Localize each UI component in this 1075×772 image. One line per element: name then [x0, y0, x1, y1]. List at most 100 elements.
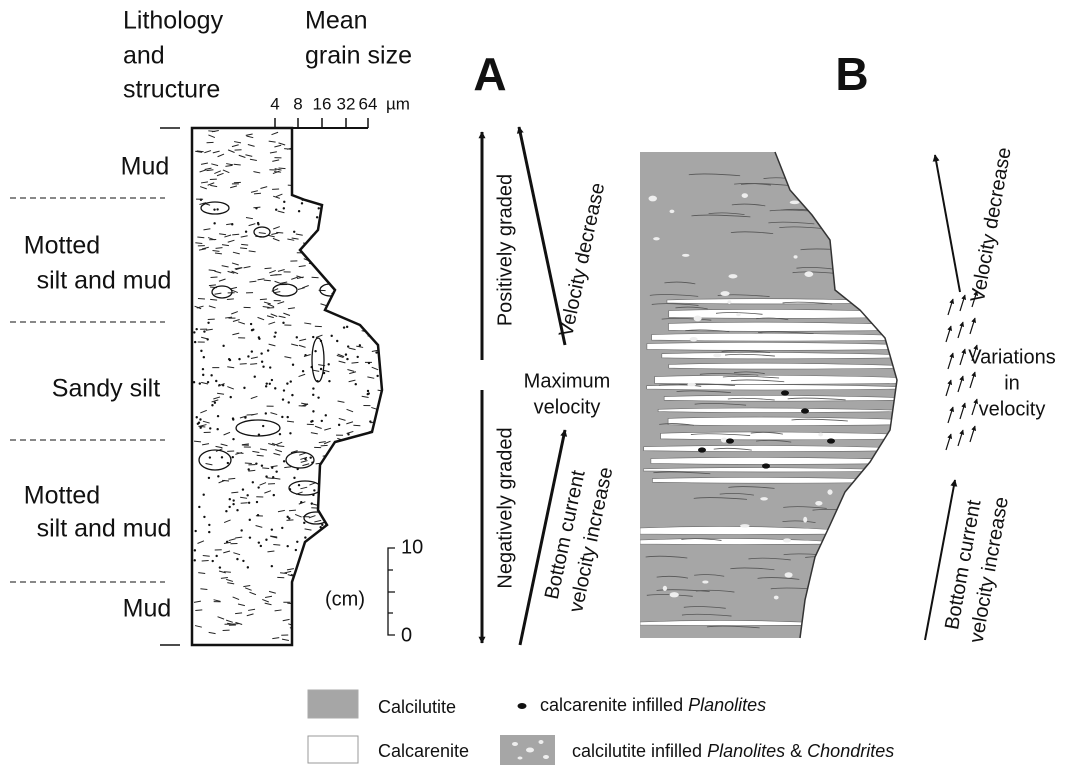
calcilutite-burrow [649, 196, 657, 202]
grain-dot [292, 364, 294, 366]
lamina-dash [240, 248, 247, 249]
grain-dot [291, 394, 293, 396]
lamina-dash [340, 225, 347, 226]
grain-dot [282, 322, 284, 324]
lamina-dash [211, 164, 218, 166]
grain-dot [229, 498, 231, 500]
grain-dot [215, 555, 217, 557]
lamina-dash [349, 303, 356, 304]
grain-dot [203, 516, 205, 518]
maximum-label: Maximum [524, 370, 611, 392]
lamina-dash [211, 277, 218, 278]
grain-dot [260, 352, 262, 354]
grain-dot [256, 501, 258, 503]
lamina-dash [232, 145, 239, 147]
lamina-dash [345, 462, 352, 463]
grain-dot [199, 382, 201, 384]
lamina-dash [315, 151, 322, 154]
header-line: and [123, 42, 165, 70]
lamina-dash [378, 165, 385, 167]
swatch-spot [539, 740, 544, 744]
lamina-dash [337, 288, 344, 289]
lamina-dash [347, 431, 354, 433]
lamina-dash [337, 149, 344, 150]
lamina-dash [358, 488, 365, 490]
lamina-dash [292, 238, 299, 239]
legend-text: Calcilutite [378, 697, 456, 717]
grain-dot [257, 486, 259, 488]
lamina-dash [224, 432, 230, 435]
lamina-dash [343, 463, 350, 464]
small-arrow [948, 299, 953, 315]
lamina-dash [272, 638, 279, 639]
lamina-dash [204, 151, 211, 153]
lamina-dash [332, 465, 339, 467]
lamina-dash [359, 623, 366, 626]
lamina-dash [213, 151, 220, 153]
grain-dot [208, 524, 210, 526]
lamina-dash [343, 268, 350, 270]
grain-dot [215, 380, 217, 382]
lamina-dash [278, 211, 285, 213]
grain-dot [372, 521, 374, 523]
grain-dot [207, 381, 209, 383]
lamina-dash [321, 217, 328, 219]
lamina-dash [375, 495, 382, 497]
lamina-dash [244, 266, 251, 267]
lamina-dash [275, 281, 282, 283]
small-arrow [946, 380, 951, 396]
small-arrow [958, 376, 963, 392]
lamina-dash [381, 244, 388, 245]
grain-dot [324, 493, 326, 495]
lamina-dash [209, 270, 216, 271]
grain-dot [265, 475, 267, 477]
calcarenite-burrow [726, 438, 734, 443]
lamina-dash [349, 311, 356, 313]
grain-dot [267, 349, 269, 351]
small-arrow [960, 295, 965, 311]
figure: Lithology and structure Mean grain size … [0, 0, 1075, 767]
grain-dot [367, 527, 369, 529]
lamina-dash [270, 413, 277, 415]
lamina-dash [330, 210, 337, 212]
grain-dot [266, 382, 268, 384]
grain-unit: µm [386, 94, 410, 113]
grain-dot [328, 214, 330, 216]
lamina-dash [296, 234, 303, 235]
lamina-dash [273, 545, 280, 546]
lamina-dash [230, 186, 237, 188]
lamina-dash [317, 146, 324, 148]
lamina-dash [284, 467, 291, 468]
lamina-dash [224, 572, 231, 573]
lamina-dash [353, 202, 360, 204]
grain-dot [312, 394, 314, 396]
lamina-dash [312, 277, 319, 278]
panel-b: B Velocity decrease Variations in veloci… [640, 48, 1056, 644]
grain-dot [364, 538, 366, 540]
lamina-dash [331, 299, 338, 300]
grading-label: Positively graded [494, 174, 516, 326]
lamina-dash [375, 604, 382, 605]
lamina-dash [252, 451, 259, 452]
grain-dot [247, 566, 249, 568]
legend-text: Calcarenite [378, 741, 469, 761]
lamina-dash [347, 370, 354, 372]
lamina-dash [284, 357, 291, 358]
lamina-dash [347, 177, 354, 180]
lamina-dash [332, 572, 339, 574]
grain-dot [240, 529, 242, 531]
legend-swatch [500, 735, 555, 765]
lamina-dash [301, 578, 308, 581]
calcarenite-burrow [827, 438, 835, 443]
lamina-dash [195, 610, 202, 611]
lamina-dash [322, 614, 329, 615]
grain-dot [232, 503, 234, 505]
lamina-dash [327, 509, 334, 511]
lamina-dash [278, 269, 285, 271]
lamina-dash [198, 426, 205, 427]
lamina-dash [345, 487, 352, 488]
lamina-dash [198, 573, 205, 574]
grain-dot [207, 322, 209, 324]
lamina-dash [265, 268, 272, 269]
lamina-dash [345, 456, 352, 457]
